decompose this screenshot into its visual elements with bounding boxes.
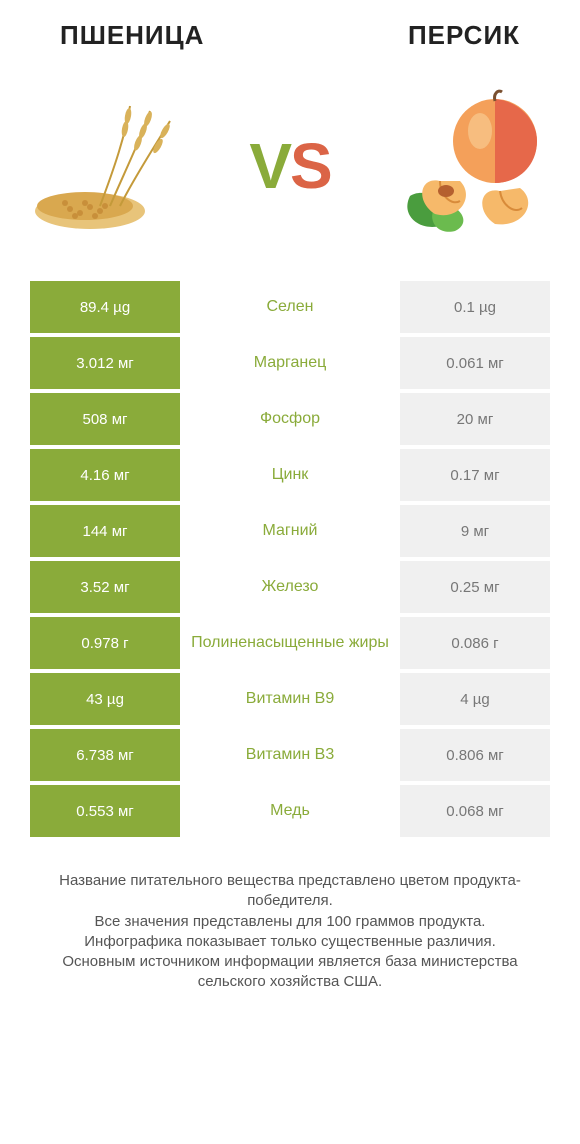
footer-line-1: Название питательного вещества представл… xyxy=(30,871,550,912)
right-value-cell: 0.25 мг xyxy=(400,561,550,613)
left-value-cell: 3.012 мг xyxy=(30,337,180,389)
nutrient-table: 89.4 µgСелен0.1 µg3.012 мгМарганец0.061 … xyxy=(0,281,580,837)
table-row: 0.553 мгМедь0.068 мг xyxy=(30,785,550,837)
nutrient-label: Медь xyxy=(180,785,400,837)
left-value-cell: 0.978 г xyxy=(30,617,180,669)
table-row: 3.52 мгЖелезо0.25 мг xyxy=(30,561,550,613)
left-value-cell: 6.738 мг xyxy=(30,729,180,781)
right-value-cell: 0.806 мг xyxy=(400,729,550,781)
nutrient-label: Магний xyxy=(180,505,400,557)
nutrient-label: Железо xyxy=(180,561,400,613)
footer-line-3: Инфографика показывает только существенн… xyxy=(30,932,550,952)
table-row: 4.16 мгЦинк0.17 мг xyxy=(30,449,550,501)
peach-image xyxy=(380,81,550,251)
table-row: 89.4 µgСелен0.1 µg xyxy=(30,281,550,333)
left-value-cell: 89.4 µg xyxy=(30,281,180,333)
table-row: 0.978 гПолиненасыщенные жиры0.086 г xyxy=(30,617,550,669)
left-value-cell: 4.16 мг xyxy=(30,449,180,501)
wheat-image xyxy=(30,81,200,251)
right-value-cell: 4 µg xyxy=(400,673,550,725)
left-value-cell: 3.52 мг xyxy=(30,561,180,613)
nutrient-label: Полиненасыщенные жиры xyxy=(180,617,400,669)
footer-notes: Название питательного вещества представл… xyxy=(0,841,580,993)
left-value-cell: 43 µg xyxy=(30,673,180,725)
hero-row: VS xyxy=(0,61,580,281)
nutrient-label: Цинк xyxy=(180,449,400,501)
table-row: 6.738 мгВитамин B30.806 мг xyxy=(30,729,550,781)
right-value-cell: 20 мг xyxy=(400,393,550,445)
left-value-cell: 0.553 мг xyxy=(30,785,180,837)
peach-icon xyxy=(380,86,550,246)
right-value-cell: 9 мг xyxy=(400,505,550,557)
table-row: 43 µgВитамин B94 µg xyxy=(30,673,550,725)
left-value-cell: 144 мг xyxy=(30,505,180,557)
header: ПШЕНИЦА ПЕРСИК xyxy=(0,0,580,61)
vs-label: VS xyxy=(249,129,330,203)
right-food-title: ПЕРСИК xyxy=(408,20,520,51)
footer-line-2: Все значения представлены для 100 граммо… xyxy=(30,912,550,932)
right-value-cell: 0.086 г xyxy=(400,617,550,669)
right-value-cell: 0.061 мг xyxy=(400,337,550,389)
nutrient-label: Витамин B9 xyxy=(180,673,400,725)
table-row: 3.012 мгМарганец0.061 мг xyxy=(30,337,550,389)
left-value-cell: 508 мг xyxy=(30,393,180,445)
nutrient-label: Селен xyxy=(180,281,400,333)
vs-v-letter: V xyxy=(249,130,290,202)
table-row: 508 мгФосфор20 мг xyxy=(30,393,550,445)
nutrient-label: Фосфор xyxy=(180,393,400,445)
table-row: 144 мгМагний9 мг xyxy=(30,505,550,557)
wheat-icon xyxy=(30,91,200,241)
right-value-cell: 0.1 µg xyxy=(400,281,550,333)
nutrient-label: Марганец xyxy=(180,337,400,389)
footer-line-4: Основным источником информации является … xyxy=(30,952,550,993)
right-value-cell: 0.17 мг xyxy=(400,449,550,501)
right-value-cell: 0.068 мг xyxy=(400,785,550,837)
left-food-title: ПШЕНИЦА xyxy=(60,20,204,51)
nutrient-label: Витамин B3 xyxy=(180,729,400,781)
vs-s-letter: S xyxy=(290,130,331,202)
